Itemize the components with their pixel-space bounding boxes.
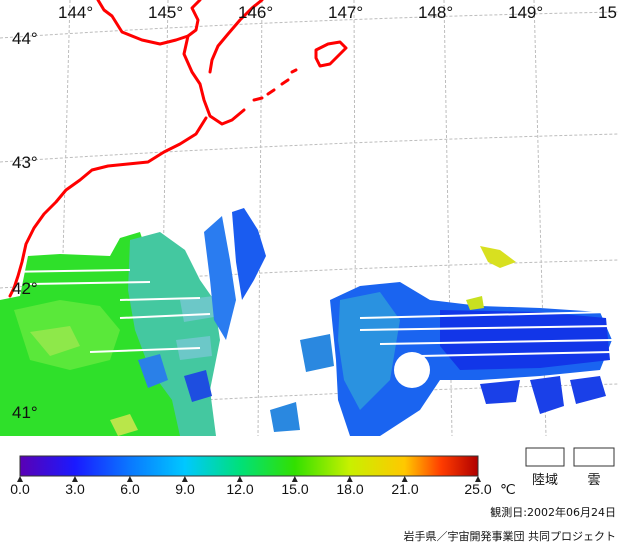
sst-mixed-streaks — [176, 296, 220, 360]
colorbar-tick-mark-6 — [346, 476, 353, 482]
colorbar-tick-mark-0 — [17, 476, 23, 482]
colorbar-tick-label-0: 0.0 — [10, 481, 30, 497]
colorbar-tick-mark-5 — [291, 476, 298, 482]
sst-cool-spot-2 — [184, 370, 212, 402]
colorbar-tick-label-5: 15.0 — [281, 481, 308, 497]
colorbar-tick-mark-3 — [181, 476, 188, 482]
sst-warm-spot — [110, 414, 138, 436]
lat-label-44: 44° — [12, 29, 38, 48]
longitude-labels: 144° 145° 146° 147° 148° 149° 15 — [58, 3, 617, 22]
parallel-44 — [0, 11, 619, 39]
colorbar-tick-label-4: 12.0 — [226, 481, 253, 497]
land-legend-swatch — [525, 447, 565, 467]
sst-cold-region-mid — [338, 292, 400, 410]
credit-line: 岩手県／宇宙開発事業団 共同プロジェクト — [404, 529, 617, 543]
sea-surface-temperature-data — [0, 208, 613, 436]
hokkaido-coast — [96, 0, 202, 46]
parallel-41 — [0, 383, 619, 413]
lon-label-144: 144° — [58, 3, 93, 22]
lon-label-149: 149° — [508, 3, 543, 22]
colorbar-tick-label-7: 21.0 — [391, 481, 418, 497]
colorbar-tick-label-2: 6.0 — [120, 481, 140, 497]
cloud-legend-label: 雲 — [587, 472, 600, 487]
meridian-146 — [257, 0, 263, 437]
colorbar-tick-label-3: 9.0 — [175, 481, 195, 497]
lon-label-145: 145° — [148, 3, 183, 22]
sst-cold-scatter — [480, 376, 606, 414]
meridian-147 — [353, 0, 357, 437]
meridian-148 — [443, 0, 453, 437]
sst-warm-anomaly — [480, 246, 516, 268]
sst-cold-patch — [270, 334, 334, 432]
habomai-islets — [252, 68, 298, 102]
lat-label-43: 43° — [12, 153, 38, 172]
parallel-42 — [0, 259, 619, 289]
observation-date: 観測日:2002年06月24日 — [490, 505, 616, 519]
parallel-43 — [0, 133, 619, 163]
sst-cloud-hole — [394, 352, 430, 388]
colorbar-tick-mark-2 — [126, 476, 133, 482]
colorbar: 0.0 3.0 6.0 9.0 12.0 15.0 18.0 21.0 25.0… — [10, 455, 516, 497]
scan-gaps — [0, 269, 613, 357]
nemuro-coast — [182, 34, 246, 126]
cloud-legend-swatch — [573, 447, 615, 467]
colorbar-ticks — [17, 476, 481, 482]
sst-cool-filament-2 — [232, 208, 266, 300]
lat-label-41: 41° — [12, 403, 38, 422]
colorbar-tick-mark-7 — [401, 476, 408, 482]
colorbar-unit: ℃ — [500, 481, 516, 497]
lon-label-146: 146° — [238, 3, 273, 22]
coastline — [8, 0, 348, 298]
lon-label-148: 148° — [418, 3, 453, 22]
sst-cool-spot — [138, 354, 168, 388]
colorbar-tick-mark-8 — [475, 476, 481, 482]
mask-legend: 陸域 雲 — [525, 447, 615, 487]
colorbar-tick-label-8: 25.0 — [464, 481, 491, 497]
lon-label-150: 15 — [598, 3, 617, 22]
meridian-145 — [159, 0, 169, 437]
graticule — [0, 0, 619, 437]
south-hokkaido-coast — [8, 116, 208, 298]
sst-cool-filament — [204, 216, 236, 340]
colorbar-labels: 0.0 3.0 6.0 9.0 12.0 15.0 18.0 21.0 25.0 — [10, 481, 492, 497]
colorbar-tick-mark-1 — [71, 476, 78, 482]
colorbar-tick-label-6: 18.0 — [336, 481, 363, 497]
latitude-labels: 44° 43° 42° 41° — [12, 29, 38, 422]
lon-label-147: 147° — [328, 3, 363, 22]
meridian-144 — [57, 0, 71, 437]
sst-warm-streak — [30, 326, 80, 356]
meridian-149 — [533, 0, 547, 437]
land-legend-label: 陸域 — [532, 472, 558, 487]
colorbar-gradient — [19, 455, 479, 477]
sst-warm-anomaly-2 — [466, 296, 484, 310]
colorbar-tick-label-1: 3.0 — [65, 481, 85, 497]
iturup-island — [314, 40, 348, 68]
colorbar-tick-mark-4 — [236, 476, 243, 482]
kunashiri-coast — [208, 0, 264, 74]
lat-label-42: 42° — [12, 279, 38, 298]
